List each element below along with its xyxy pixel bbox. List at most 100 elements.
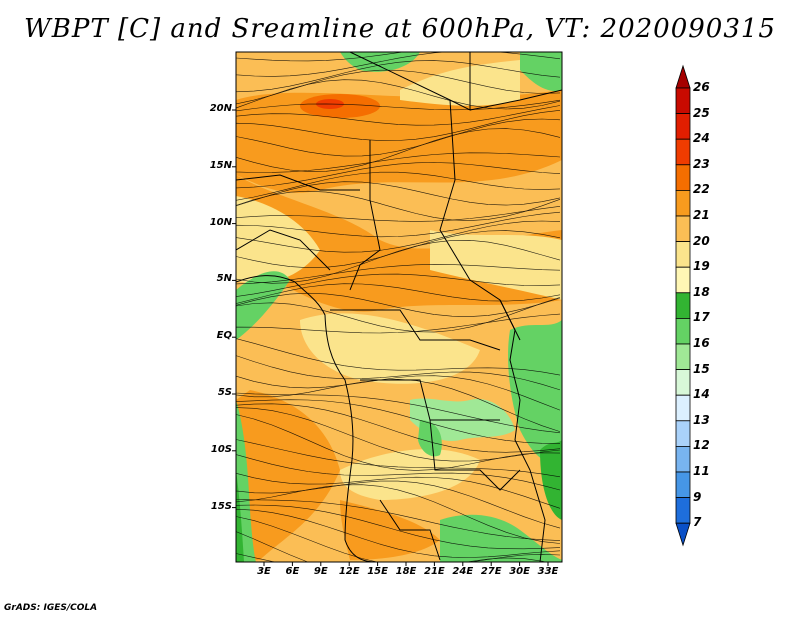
lon-tick-label: 21E <box>424 566 445 577</box>
streamline <box>236 264 561 285</box>
streamline <box>236 508 561 558</box>
streamline <box>236 516 561 562</box>
colorbar-label: 13 <box>693 412 710 427</box>
streamline <box>236 128 561 172</box>
streamline <box>236 152 561 173</box>
streamline <box>236 105 561 126</box>
colorbar-label: 21 <box>693 208 710 222</box>
colorbar-label: 7 <box>693 515 702 530</box>
streamline <box>236 211 561 238</box>
colorbar <box>675 64 691 547</box>
streamline <box>236 220 561 253</box>
colorbar-label: 11 <box>693 464 710 478</box>
axis-ticks <box>232 109 549 566</box>
colorbar-swatch <box>675 164 691 191</box>
streamline <box>236 99 561 113</box>
colorbar-label: 23 <box>693 156 710 171</box>
streamline <box>236 118 561 157</box>
streamline <box>236 439 561 478</box>
streamline <box>236 206 561 223</box>
lat-tick-label: EQ <box>216 330 232 342</box>
green-zone <box>236 271 290 340</box>
streamline <box>236 484 561 544</box>
cool-zone <box>340 449 480 500</box>
streamline <box>236 171 561 201</box>
streamline <box>236 465 561 509</box>
lon-tick-label: 12E <box>338 566 360 577</box>
streamline <box>236 79 561 110</box>
streamline <box>236 283 561 304</box>
streamline <box>236 181 561 207</box>
lat-tick-label: 10N <box>209 216 232 228</box>
colorbar-swatch <box>675 497 691 524</box>
streamline <box>236 403 561 453</box>
lon-tick-label: 24E <box>452 566 474 577</box>
streamline <box>236 454 561 491</box>
green-zone <box>508 320 562 463</box>
colorbar-swatch <box>675 420 691 447</box>
streamline <box>236 338 561 376</box>
colorbar-label: 14 <box>693 387 710 402</box>
lon-tick-label: 6E <box>285 566 300 577</box>
streamline <box>236 366 561 411</box>
streamline <box>236 60 561 93</box>
streamline <box>236 162 561 189</box>
lon-tick-label: 18E <box>395 566 417 577</box>
lon-tick-label: 33E <box>537 566 559 577</box>
colorbar-label: 20 <box>693 233 710 248</box>
streamline <box>236 414 561 471</box>
colorbar-swatch <box>675 292 691 319</box>
colorbar-label: 15 <box>693 361 710 376</box>
warm-zone <box>340 500 440 560</box>
colorbar-swatch <box>675 445 691 473</box>
green-zone <box>236 470 244 562</box>
colorbar-swatch <box>675 87 691 115</box>
streamline <box>236 388 561 434</box>
grads-credit: GrADS: IGES/COLA <box>4 603 98 613</box>
green-zone <box>540 440 562 520</box>
lat-tick-label: 20N <box>209 103 232 114</box>
map-title: WBPT [C] and Sreamline at 600hPa, VT: 20… <box>24 14 776 44</box>
streamline <box>236 476 561 529</box>
colorbar-min-arrow <box>675 522 691 547</box>
map-frame <box>235 51 563 563</box>
colorbar-label: 17 <box>693 310 710 325</box>
colorbar-swatch <box>675 189 691 217</box>
colorbar-label: 25 <box>693 105 710 120</box>
colorbar-swatch <box>675 317 691 345</box>
warm-zone <box>236 390 340 562</box>
colorbar-label: 26 <box>693 80 710 94</box>
lat-tick-label: 15N <box>209 159 232 171</box>
colorbar-swatch <box>675 369 691 396</box>
colorbar-swatch <box>675 343 691 371</box>
colorbar-label: 24 <box>693 131 710 146</box>
colorbar-swatch <box>675 471 691 499</box>
streamline <box>236 531 547 562</box>
streamlines <box>236 52 561 562</box>
colorbar-swatch <box>675 266 691 294</box>
streamline <box>236 313 561 334</box>
colorbar-label: 16 <box>693 336 710 350</box>
streamline <box>236 292 561 317</box>
colorbar-label: 18 <box>693 284 710 299</box>
lon-tick-label: 9E <box>313 566 328 577</box>
colorbar-label: 19 <box>693 259 710 274</box>
colorbar-swatch <box>675 241 691 268</box>
green-zone <box>440 514 562 562</box>
colorbar-swatch <box>675 138 691 166</box>
cool-zone <box>300 313 480 384</box>
lon-tick-label: 30E <box>509 566 530 577</box>
green-zone <box>520 52 562 91</box>
streamline <box>236 355 561 391</box>
cool-zone <box>430 230 562 300</box>
country-borders <box>236 52 562 562</box>
cool-zone <box>236 196 320 284</box>
streamline <box>236 52 405 62</box>
lat-tick-label: 15S <box>210 500 232 512</box>
lat-tick-label: 5S <box>217 387 232 398</box>
green-zone <box>418 420 442 457</box>
streamline <box>236 399 561 444</box>
colorbar-swatch <box>675 113 691 140</box>
colorbar-label: 9 <box>693 489 702 504</box>
